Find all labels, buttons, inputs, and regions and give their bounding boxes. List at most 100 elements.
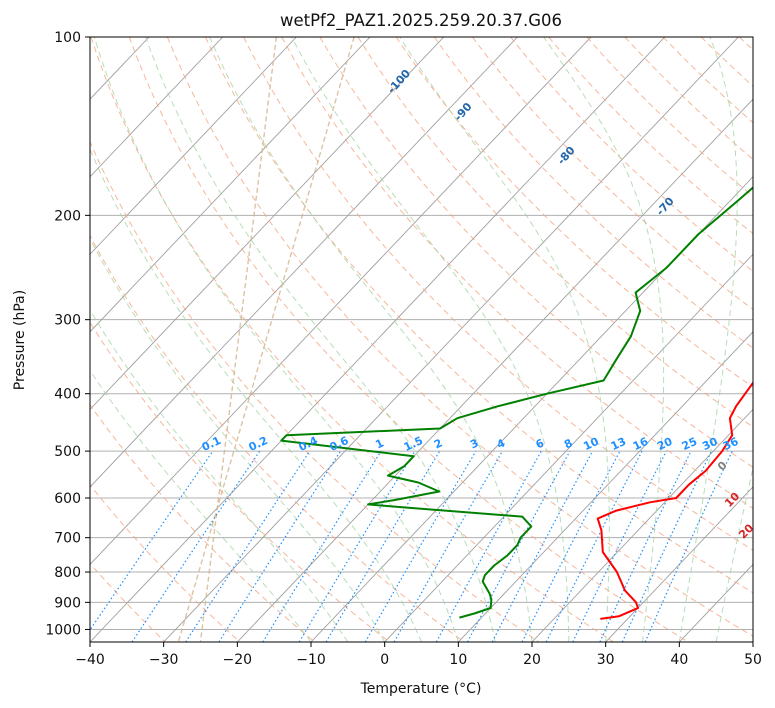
isotherm-line — [605, 486, 753, 642]
dry-adiabat-line — [662, 37, 753, 124]
moist-adiabat-label: 10 — [722, 490, 742, 510]
dry-adiabat-line — [395, 37, 753, 388]
mixing-ratio-line — [599, 450, 692, 642]
moist-adiabat-line — [209, 37, 533, 642]
mixing-ratio-line — [325, 450, 441, 642]
dry-adiabat-line — [586, 37, 753, 197]
lcl-arc-line — [177, 37, 355, 642]
mixing-ratio-line — [364, 450, 477, 642]
mixing-ratio-label: 3 — [468, 436, 480, 451]
y-tick-label: 300 — [54, 313, 81, 329]
moist-adiabat-line — [90, 237, 386, 642]
dry-adiabat-line — [90, 321, 390, 642]
mixing-ratio-line — [545, 450, 643, 642]
dry-adiabat-line — [281, 37, 753, 509]
mixing-ratio-line — [621, 450, 713, 642]
moist-adiabat-line — [93, 37, 459, 642]
mixing-ratio-label: 10 — [581, 435, 601, 453]
mixing-ratio-line — [218, 450, 342, 642]
lcl-arc-line — [199, 37, 278, 642]
dry-adiabat-line — [166, 37, 753, 637]
mixing-ratio-label: 30 — [700, 435, 720, 453]
dry-adiabat-line — [738, 37, 753, 51]
dry-adiabat-line — [700, 37, 753, 87]
isotherm-line — [90, 37, 371, 333]
moist-adiabat-label: 0 — [715, 458, 730, 473]
background-lines — [0, 37, 753, 642]
y-axis-label: Pressure (hPa) — [12, 290, 28, 390]
x-tick-label: 0 — [380, 652, 389, 668]
dry-adiabat-line — [90, 140, 540, 642]
axes-ticks: −40 −30 −20 −10 0 10 20 30 40 5010009008007006005… — [45, 30, 762, 668]
isotherm-line — [0, 37, 2, 642]
x-tick-label: 50 — [744, 652, 762, 668]
moist-adiabat-line — [90, 369, 312, 642]
mixing-ratio-line — [185, 450, 311, 642]
moist-adiabat-label: 40 — [762, 584, 775, 604]
x-tick-label: 30 — [597, 652, 615, 668]
mixing-ratio-line — [393, 450, 504, 642]
mixing-ratio-line — [572, 450, 667, 642]
y-tick-label: 700 — [54, 531, 81, 547]
moist-adiabat-line — [291, 37, 570, 642]
dry-adiabat-line — [471, 37, 753, 310]
isotherm-line — [237, 98, 753, 642]
dry-adiabat-line — [433, 37, 753, 349]
x-tick-label: 40 — [670, 652, 688, 668]
dry-adiabat-line — [128, 37, 689, 642]
isotherm-line — [458, 331, 753, 642]
isotherm-line — [90, 37, 666, 642]
x-axis-label: Temperature (°C) — [360, 681, 482, 697]
dry-adiabat-label: -70 — [654, 194, 677, 218]
dry-adiabat-line — [205, 37, 753, 594]
moist-adiabat-label: 30 — [750, 549, 770, 569]
y-tick-label: 400 — [54, 387, 81, 403]
isotherm-line — [90, 37, 297, 255]
mixing-ratio-line — [90, 450, 214, 631]
dry-adiabat-label: -80 — [555, 144, 578, 168]
isotherm-line — [752, 641, 753, 642]
x-tick-label: 10 — [449, 652, 467, 668]
mixing-ratio-line — [466, 450, 571, 642]
mixing-ratio-line — [262, 450, 382, 642]
data-lines — [280, 186, 753, 620]
chart-title: wetPf2_PAZ1.2025.259.20.37.G06 — [280, 11, 562, 31]
y-tick-label: 600 — [54, 491, 81, 507]
y-tick-label: 900 — [54, 595, 81, 611]
dry-adiabat-label: -90 — [452, 100, 475, 124]
x-tick-label: 20 — [523, 652, 541, 668]
isotherm-line — [90, 37, 445, 411]
isotherm-line — [90, 37, 224, 178]
moist-adiabat-line — [90, 148, 422, 642]
x-tick-label: −20 — [223, 652, 253, 668]
y-tick-label: 800 — [54, 565, 81, 581]
mixing-ratio-label: 1 — [373, 436, 385, 451]
isotherm-line — [90, 37, 592, 566]
dry-adiabat-line — [243, 37, 753, 551]
mixing-ratio-line — [131, 450, 261, 642]
moist-adiabat-line — [90, 309, 349, 642]
mixing-ratio-line — [644, 450, 733, 642]
mixing-ratio-line — [491, 450, 594, 642]
mixing-ratio-label: 13 — [609, 435, 628, 453]
isotherm-line — [163, 37, 739, 642]
plot-frame — [89, 36, 754, 643]
dry-adiabat-line — [90, 37, 614, 642]
mixing-ratio-label: 4 — [495, 436, 508, 451]
moist-adiabat-line — [543, 37, 665, 642]
x-tick-label: −40 — [75, 652, 105, 668]
dry-adiabat-line — [624, 37, 753, 160]
moist-adiabat-line — [399, 37, 610, 642]
dry-adiabat-line — [319, 37, 753, 468]
dry-adiabat-line — [90, 484, 241, 642]
moist-adiabat-line — [145, 37, 496, 642]
dry-adiabat-label: -100 — [385, 67, 413, 96]
mixing-ratio-label: 36 — [721, 435, 741, 453]
moist-adiabat-line — [715, 466, 753, 642]
inplot-labels: 0.1 0.2 0.4 0.6 1 1.5 2 3 4 6 8 10 13 16 20 25 30 36-100-… — [200, 67, 775, 604]
mixing-ratio-label: 2 — [432, 436, 444, 451]
x-tick-label: −30 — [149, 652, 179, 668]
x-tick-label: −10 — [296, 652, 326, 668]
